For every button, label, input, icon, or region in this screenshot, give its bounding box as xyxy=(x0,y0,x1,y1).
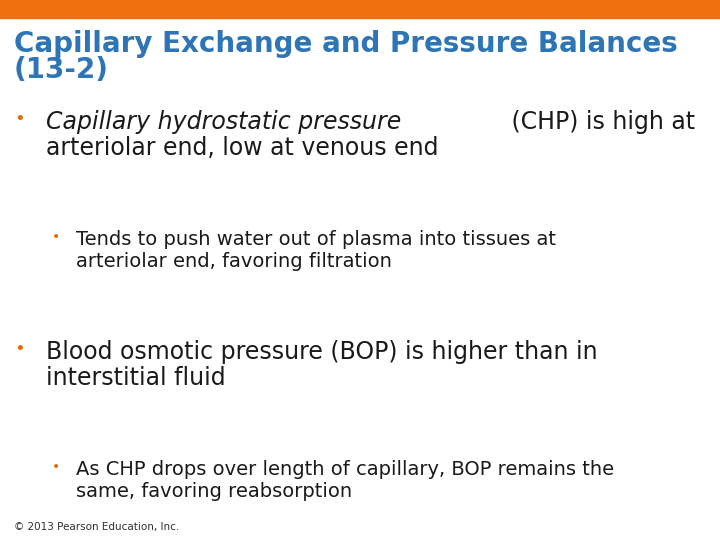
Text: •: • xyxy=(52,460,60,474)
Bar xyxy=(0,0,720,18)
Text: Tends to push water out of plasma into tissues at: Tends to push water out of plasma into t… xyxy=(76,230,556,249)
Text: •: • xyxy=(52,230,60,244)
Text: (13-2): (13-2) xyxy=(14,56,109,84)
Text: arteriolar end, low at venous end: arteriolar end, low at venous end xyxy=(46,137,438,160)
Text: Capillary Exchange and Pressure Balances: Capillary Exchange and Pressure Balances xyxy=(14,30,678,58)
Text: Blood osmotic pressure (BOP) is higher than in: Blood osmotic pressure (BOP) is higher t… xyxy=(46,340,598,364)
Text: •: • xyxy=(14,340,24,358)
Text: arteriolar end, favoring filtration: arteriolar end, favoring filtration xyxy=(76,252,392,271)
Text: © 2013 Pearson Education, Inc.: © 2013 Pearson Education, Inc. xyxy=(14,522,179,532)
Text: As CHP drops over length of capillary, BOP remains the: As CHP drops over length of capillary, B… xyxy=(76,460,614,479)
Text: interstitial fluid: interstitial fluid xyxy=(46,366,225,390)
Text: •: • xyxy=(14,110,24,128)
Text: (CHP) is high at: (CHP) is high at xyxy=(505,110,696,134)
Text: same, favoring reabsorption: same, favoring reabsorption xyxy=(76,482,352,501)
Text: Capillary hydrostatic pressure: Capillary hydrostatic pressure xyxy=(46,110,401,134)
